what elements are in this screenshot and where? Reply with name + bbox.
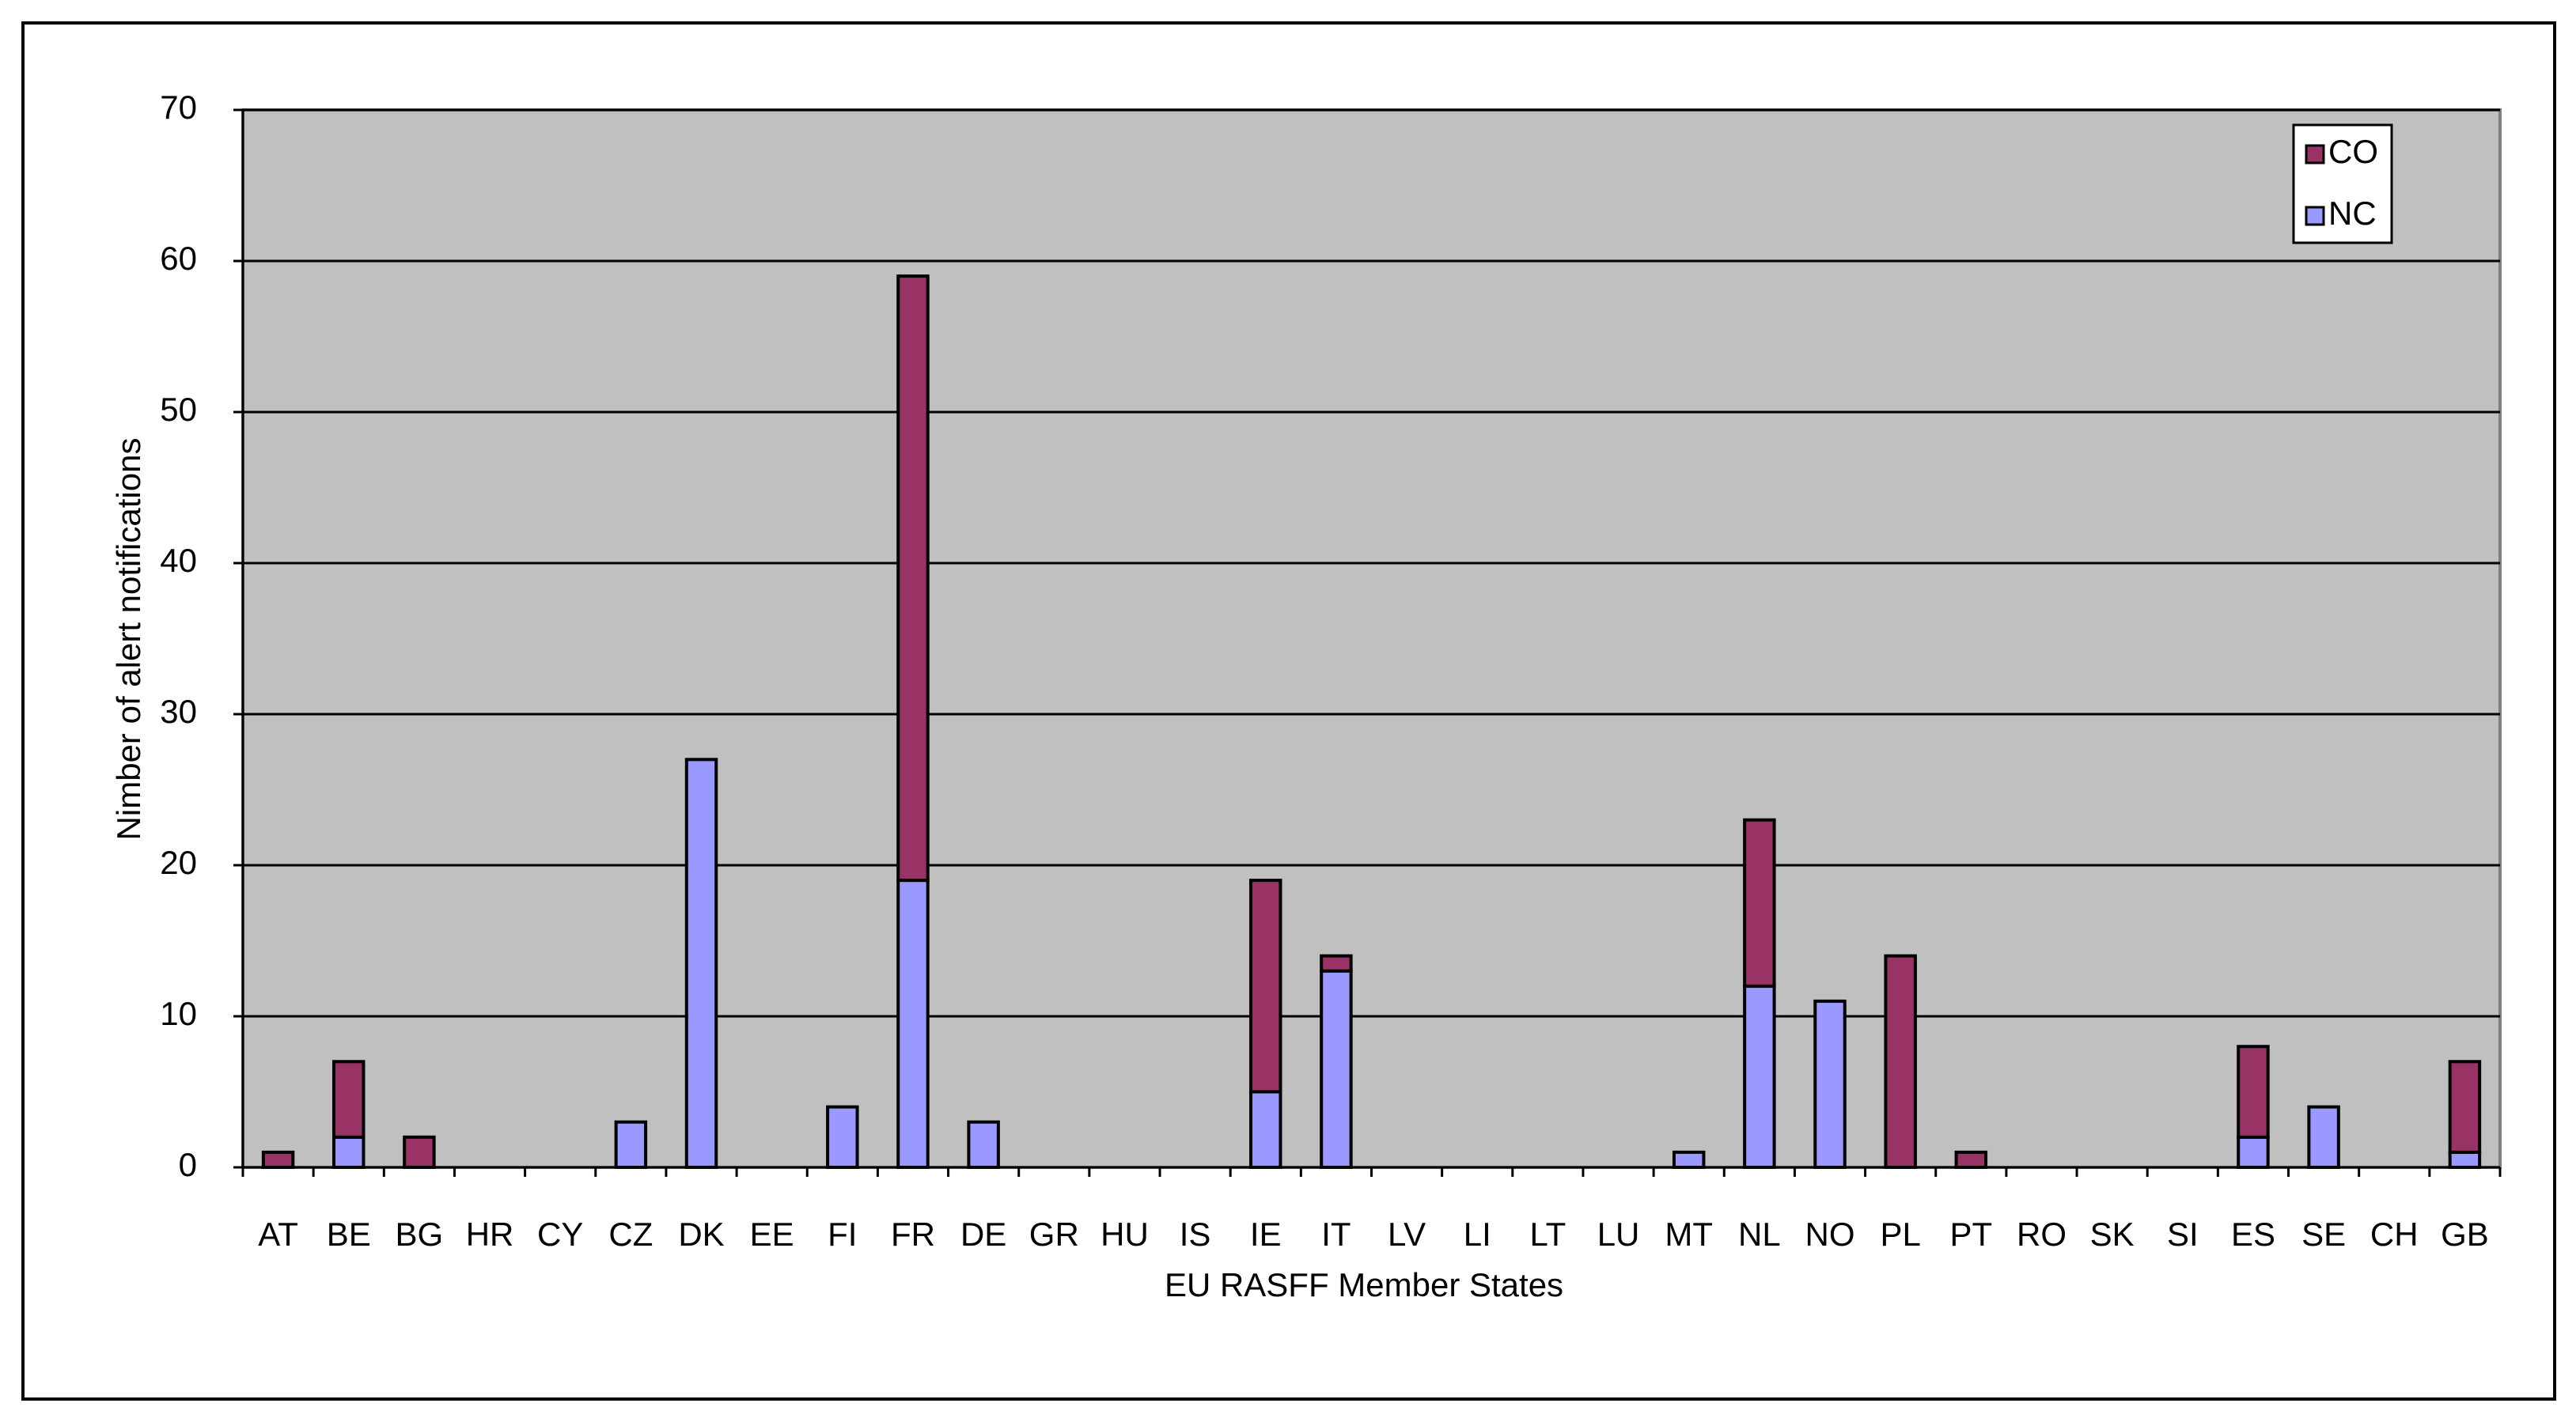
x-tick-label: SK bbox=[2090, 1216, 2135, 1253]
x-tick-label: SE bbox=[2301, 1216, 2346, 1253]
x-tick-label: HR bbox=[466, 1216, 514, 1253]
x-tick-label: MT bbox=[1665, 1216, 1713, 1253]
x-tick-label: PT bbox=[1949, 1216, 1992, 1253]
bar-segment bbox=[896, 274, 930, 883]
bar-segment bbox=[1743, 818, 1776, 988]
x-tick-label: PL bbox=[1880, 1216, 1920, 1253]
y-tick-label: 40 bbox=[160, 542, 197, 579]
bar-segment bbox=[2448, 1150, 2482, 1170]
x-tick-label: RO bbox=[2017, 1216, 2066, 1253]
x-tick-label: IS bbox=[1180, 1216, 1211, 1253]
bar-segment bbox=[1672, 1150, 1706, 1170]
x-tick-label: GB bbox=[2441, 1216, 2489, 1253]
x-tick-label: BG bbox=[396, 1216, 444, 1253]
bar-segment bbox=[684, 758, 718, 1169]
legend-label: CO bbox=[2328, 133, 2378, 170]
bar-segment bbox=[1249, 1090, 1282, 1169]
bar-segment bbox=[614, 1120, 648, 1169]
legend-swatch bbox=[2305, 206, 2325, 226]
y-tick-label: 0 bbox=[179, 1146, 197, 1183]
legend-swatch bbox=[2305, 144, 2325, 165]
plot-area bbox=[241, 108, 2502, 1169]
x-tick-label: GR bbox=[1029, 1216, 1079, 1253]
bar-segment bbox=[2307, 1105, 2340, 1169]
bar-segment bbox=[2237, 1135, 2270, 1170]
bar-segment bbox=[2448, 1060, 2482, 1154]
y-tick-label: 70 bbox=[160, 89, 197, 126]
x-tick-label: NL bbox=[1738, 1216, 1781, 1253]
bar-segment bbox=[1884, 954, 1917, 1169]
bar-segment bbox=[896, 879, 930, 1169]
x-tick-label: LI bbox=[1464, 1216, 1491, 1253]
bar-segment bbox=[332, 1060, 366, 1139]
y-tick-label: 60 bbox=[160, 240, 197, 277]
x-tick-label: CY bbox=[537, 1216, 583, 1253]
y-axis-title: Nimber of alert notifications bbox=[110, 438, 147, 841]
x-tick-label: DE bbox=[960, 1216, 1006, 1253]
y-tick-label: 20 bbox=[160, 844, 197, 881]
x-tick-label: DK bbox=[678, 1216, 724, 1253]
bar-segment bbox=[261, 1150, 295, 1170]
x-tick-label: LT bbox=[1529, 1216, 1566, 1253]
bar-segment bbox=[332, 1135, 366, 1170]
x-tick-label: IE bbox=[1250, 1216, 1282, 1253]
x-tick-label: ES bbox=[2231, 1216, 2275, 1253]
bar-segment bbox=[826, 1105, 859, 1169]
x-tick-label: AT bbox=[258, 1216, 298, 1253]
bar-segment bbox=[1743, 984, 1776, 1170]
x-tick-label: IT bbox=[1321, 1216, 1351, 1253]
bar-segment bbox=[1813, 999, 1847, 1170]
x-tick-label: LV bbox=[1388, 1216, 1426, 1253]
x-tick-label: FR bbox=[891, 1216, 935, 1253]
x-tick-label: SI bbox=[2167, 1216, 2199, 1253]
x-tick-label: FI bbox=[828, 1216, 857, 1253]
bar-segment bbox=[967, 1120, 1000, 1169]
x-tick-label: BE bbox=[327, 1216, 371, 1253]
x-axis-title: EU RASFF Member States bbox=[1165, 1266, 1563, 1303]
legend-label: NC bbox=[2328, 195, 2377, 232]
bar-segment bbox=[1249, 879, 1282, 1094]
y-tick-label: 50 bbox=[160, 391, 197, 428]
x-tick-label: HU bbox=[1100, 1216, 1149, 1253]
x-tick-label: NO bbox=[1805, 1216, 1855, 1253]
x-tick-label: CH bbox=[2370, 1216, 2419, 1253]
x-tick-label: EE bbox=[750, 1216, 794, 1253]
y-tick-label: 10 bbox=[160, 995, 197, 1032]
x-tick-label: LU bbox=[1597, 1216, 1640, 1253]
bar-segment bbox=[403, 1135, 436, 1170]
x-tick-label: CZ bbox=[608, 1216, 653, 1253]
bar-segment bbox=[1954, 1150, 1988, 1170]
bar-segment bbox=[2237, 1045, 2270, 1139]
y-tick-label: 30 bbox=[160, 693, 197, 730]
bar-segment bbox=[1320, 969, 1353, 1169]
bar-segment bbox=[1320, 954, 1353, 973]
